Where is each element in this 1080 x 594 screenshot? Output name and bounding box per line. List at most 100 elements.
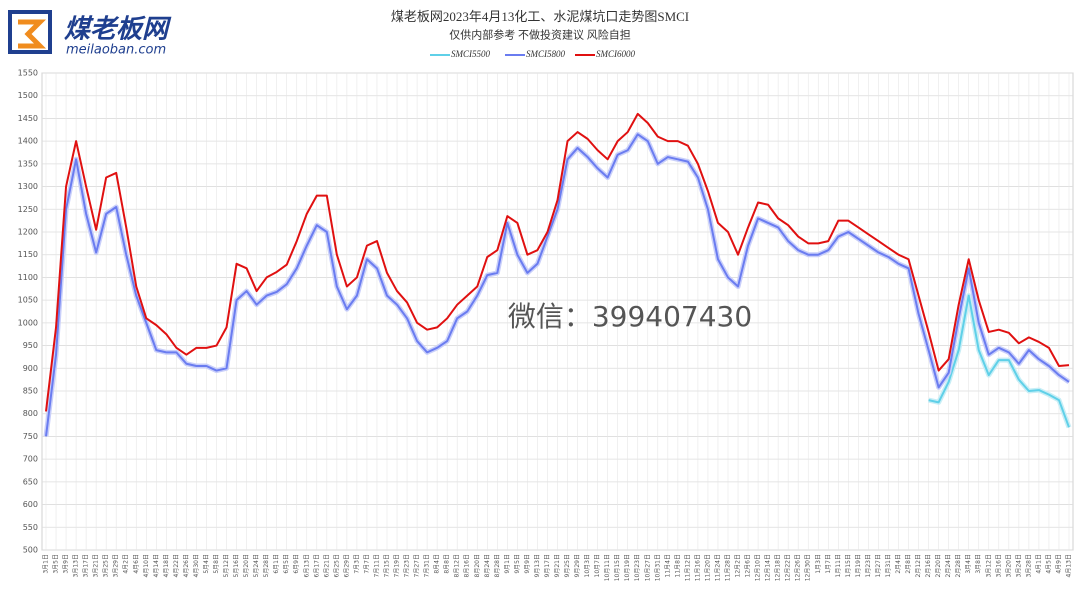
y-tick-label: 1050 — [18, 296, 38, 305]
logo-name: 煤老板网 — [64, 15, 172, 45]
x-tick-label: 6月13日 — [303, 554, 310, 577]
x-tick-label: 5月4日 — [203, 554, 210, 574]
x-tick-label: 3月29日 — [113, 554, 120, 577]
chart-subtitle: 仅供内部参考 不做投资建议 风险自担 — [449, 28, 631, 42]
x-tick-label: 6月5日 — [283, 554, 290, 574]
x-tick-label: 3月25日 — [103, 554, 110, 577]
x-tick-label: 4月6日 — [133, 554, 140, 574]
x-tick-label: 12月6日 — [745, 554, 752, 577]
y-tick-label: 900 — [23, 364, 38, 373]
x-tick-label: 6月21日 — [323, 554, 330, 577]
x-tick-label: 12月18日 — [775, 554, 782, 581]
x-tick-label: 10月23日 — [634, 554, 641, 581]
x-tick-label: 10月19日 — [624, 554, 631, 581]
y-tick-label: 1500 — [18, 91, 38, 100]
x-tick-label: 4月22日 — [173, 554, 180, 577]
watermark: 微信：399407430 — [508, 300, 752, 333]
x-tick-label: 11月16日 — [694, 554, 701, 581]
x-tick-label: 1月15日 — [845, 554, 852, 577]
x-tick-label: 5月16日 — [233, 554, 240, 577]
x-tick-label: 7月15日 — [384, 554, 391, 577]
x-tick-label: 7月19日 — [394, 554, 401, 577]
x-tick-label: 3月24日 — [1015, 554, 1022, 577]
x-tick-label: 11月12日 — [684, 554, 691, 581]
x-tick-label: 2月4日 — [895, 554, 902, 574]
logo-icon-mark — [18, 19, 47, 49]
x-tick-label: 3月20日 — [1005, 554, 1012, 577]
y-tick-label: 550 — [23, 523, 38, 532]
series-line — [45, 112, 1070, 412]
x-tick-label: 1月11日 — [835, 554, 842, 577]
labels: 500 550 600 650 700 750 800 850 900 950 1000 1050 11… — [18, 49, 1073, 581]
x-tick-label: 3月8日 — [975, 554, 982, 574]
x-tick-label: 5月24日 — [253, 554, 260, 577]
y-tick-label: 650 — [23, 477, 38, 486]
x-tick-label: 9月9日 — [524, 554, 531, 574]
x-tick-label: 12月22日 — [785, 554, 792, 581]
y-tick-label: 1200 — [18, 228, 38, 237]
x-tick-label: 10月11日 — [604, 554, 611, 581]
y-tick-label: 1350 — [18, 159, 38, 168]
x-tick-label: 1月23日 — [865, 554, 872, 577]
x-tick-label: 3月16日 — [995, 554, 1002, 577]
x-tick-label: 2月28日 — [955, 554, 962, 577]
x-tick-label: 6月29日 — [343, 554, 350, 577]
grid — [42, 72, 1073, 551]
x-tick-label: 9月5日 — [514, 554, 521, 574]
logo: 煤老板网 meilaoban.com — [8, 10, 172, 58]
x-tick-label: 10月31日 — [654, 554, 661, 581]
x-tick-label: 4月5日 — [1045, 554, 1052, 574]
x-tick-label: 6月9日 — [293, 554, 300, 574]
x-tick-label: 1月19日 — [855, 554, 862, 577]
x-tick-label: 1月27日 — [875, 554, 882, 577]
x-tick-label: 7月11日 — [373, 554, 380, 577]
x-tick-label: 9月25日 — [564, 554, 571, 577]
y-tick-label: 750 — [23, 432, 38, 441]
x-tick-label: 11月28日 — [725, 554, 732, 581]
chart-title: 煤老板网2023年4月13化工、水泥煤坑口走势图SMCI — [391, 9, 689, 24]
y-tick-label: 1400 — [18, 137, 38, 146]
x-tick-label: 3月28日 — [1025, 554, 1032, 577]
x-tick-label: 8月4日 — [434, 554, 441, 574]
x-tick-label: 10月15日 — [614, 554, 621, 581]
x-tick-label: 12月26日 — [795, 554, 802, 581]
x-tick-label: 7月23日 — [404, 554, 411, 577]
y-tick-label: 1450 — [18, 114, 38, 123]
x-tick-label: 11月8日 — [674, 554, 681, 577]
x-tick-label: 10月7日 — [594, 554, 601, 577]
x-tick-label: 2月16日 — [925, 554, 932, 577]
x-tick-label: 12月2日 — [735, 554, 742, 577]
x-tick-label: 10月3日 — [584, 554, 591, 577]
legend-label: SMCI5800 — [526, 49, 565, 59]
x-tick-label: 8月16日 — [464, 554, 471, 577]
y-tick-label: 850 — [23, 387, 38, 396]
x-tick-label: 12月10日 — [755, 554, 762, 581]
x-tick-label: 7月27日 — [414, 554, 421, 577]
x-tick-label: 7月3日 — [353, 554, 360, 574]
series-line — [45, 133, 1070, 437]
x-tick-label: 9月17日 — [544, 554, 551, 577]
x-tick-label: 4月26日 — [183, 554, 190, 577]
x-tick-label: 3月21日 — [93, 554, 100, 577]
x-tick-label: 2月24日 — [945, 554, 952, 577]
x-tick-label: 5月12日 — [223, 554, 230, 577]
x-tick-label: 6月1日 — [273, 554, 280, 574]
x-tick-label: 5月8日 — [213, 554, 220, 574]
x-tick-label: 8月24日 — [484, 554, 491, 577]
x-tick-label: 11月20日 — [704, 554, 711, 581]
x-tick-label: 5月28日 — [263, 554, 270, 577]
x-tick-label: 4月1日 — [1035, 554, 1042, 574]
x-tick-label: 6月17日 — [313, 554, 320, 577]
x-tick-label: 3月12日 — [985, 554, 992, 577]
x-tick-label: 3月5日 — [53, 554, 60, 574]
x-tick-label: 9月29日 — [574, 554, 581, 577]
x-tick-label: 8月8日 — [444, 554, 451, 574]
y-tick-label: 1000 — [18, 318, 38, 327]
y-tick-label: 1150 — [18, 250, 38, 259]
x-tick-label: 6月25日 — [333, 554, 340, 577]
x-tick-label: 1月7日 — [825, 554, 832, 574]
series-line — [928, 294, 1070, 428]
x-tick-label: 4月13日 — [1066, 554, 1073, 577]
x-tick-label: 3月17日 — [83, 554, 90, 577]
